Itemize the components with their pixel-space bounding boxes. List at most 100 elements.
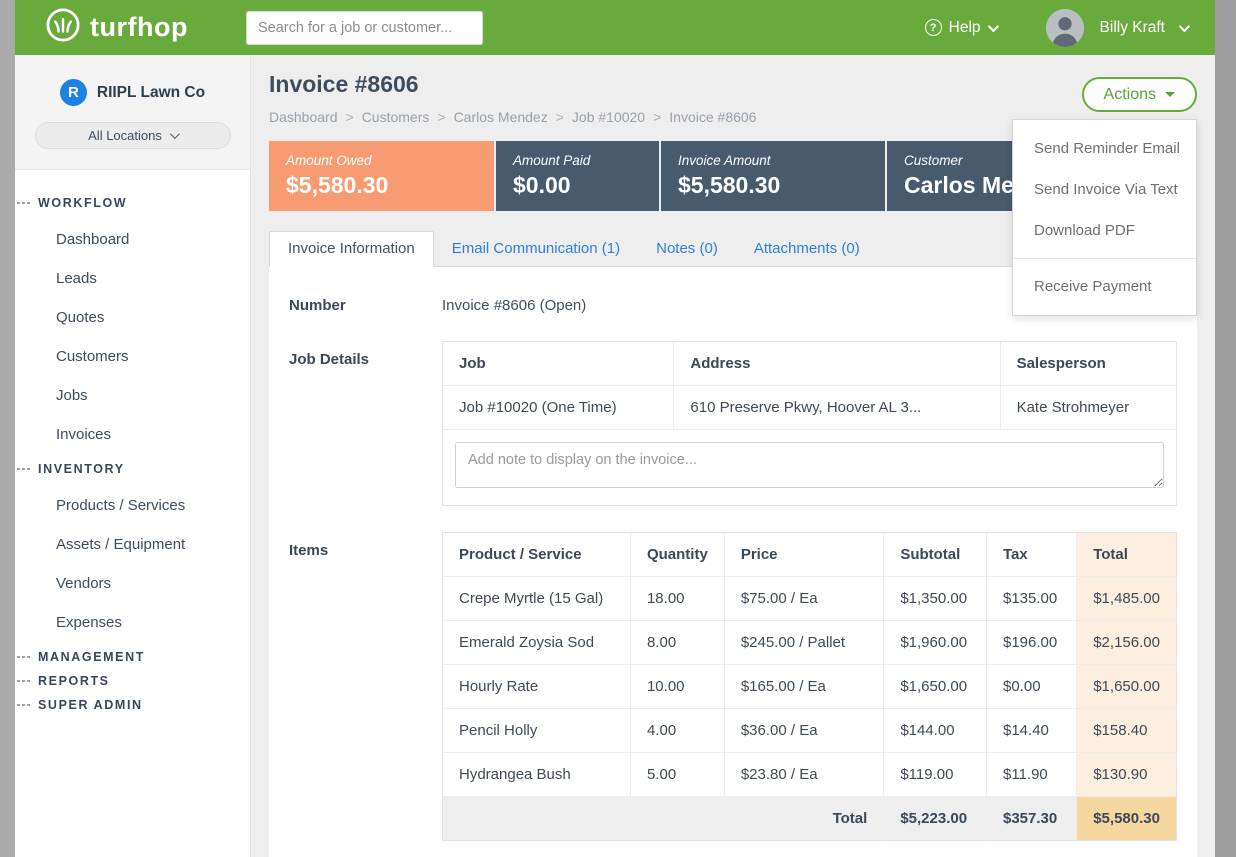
tab-bar: Invoice Information Email Communication … <box>269 231 1197 267</box>
menu-item-send-reminder-email[interactable]: Send Reminder Email <box>1034 140 1180 157</box>
sidebar-item-jobs[interactable]: Jobs <box>56 387 88 404</box>
total-col-header: Total <box>1076 532 1177 577</box>
price-col-header: Price <box>723 532 884 577</box>
help-icon <box>924 19 942 36</box>
sidebar-section-management[interactable]: MANAGEMENT <box>15 650 250 664</box>
job-row: Job #10020 (One Time) 610 Preserve Pkwy,… <box>443 385 1176 430</box>
sidebar-item-assets-equipment[interactable]: Assets / Equipment <box>56 536 186 553</box>
breadcrumb-job[interactable]: Job #10020 <box>571 109 646 125</box>
sidebar-nav: WORKFLOW Dashboard Leads Quotes Customer… <box>15 170 250 712</box>
menu-item-send-invoice-via-text[interactable]: Send Invoice Via Text <box>1034 181 1178 198</box>
item-row: Pencil Holly 4.00 $36.00 / Ea $144.00 $1… <box>442 708 1177 753</box>
sidebar-item-quotes[interactable]: Quotes <box>56 309 105 326</box>
actions-dropdown-menu: Send Reminder Email Send Invoice Via Tex… <box>1012 119 1197 316</box>
breadcrumb-customer-name[interactable]: Carlos Mendez <box>453 109 548 125</box>
company-row[interactable]: R RIIPL Lawn Co <box>33 79 232 106</box>
location-filter-dropdown[interactable]: All Locations <box>34 122 231 149</box>
breadcrumb-separator: > <box>345 109 354 125</box>
page: turfhop Help Billy Kraft <box>15 0 1215 857</box>
sidebar-item-products-services[interactable]: Products / Services <box>56 497 186 514</box>
help-menu[interactable]: Help <box>924 18 999 37</box>
job-details-box: Job Address Salesperson Job #10020 (One … <box>442 341 1177 506</box>
job-details-table: Job Address Salesperson Job #10020 (One … <box>443 342 1176 430</box>
breadcrumb-customers[interactable]: Customers <box>361 109 430 125</box>
menu-item-download-pdf[interactable]: Download PDF <box>1034 222 1135 239</box>
location-filter-label: All Locations <box>88 128 162 143</box>
number-label: Number <box>289 297 346 314</box>
window-edge-right <box>1215 0 1236 857</box>
job-details-label: Job Details <box>289 351 370 368</box>
main-content: Invoice #8606 Dashboard > Customers > Ca… <box>251 55 1215 857</box>
invoice-number-value: Invoice #8606 (Open) <box>442 297 587 314</box>
chevron-down-icon <box>987 20 999 32</box>
help-label: Help <box>948 18 981 36</box>
chevron-down-icon[interactable] <box>1178 20 1191 32</box>
breadcrumb-dashboard[interactable]: Dashboard <box>269 109 338 125</box>
sidebar-item-expenses[interactable]: Expenses <box>56 614 122 631</box>
items-subtotal-value: $5,223.00 <box>883 796 987 841</box>
menu-item-receive-payment[interactable]: Receive Payment <box>1034 278 1152 295</box>
tab-email-communication[interactable]: Email Communication (1) <box>451 240 621 257</box>
address-cell: 610 Preserve Pkwy, Hoover AL 3... <box>673 385 1001 430</box>
item-row: Hourly Rate 10.00 $165.00 / Ea $1,650.00… <box>442 664 1177 709</box>
navbar-right: Help Billy Kraft <box>924 8 1191 47</box>
sidebar-item-invoices[interactable]: Invoices <box>56 426 112 443</box>
sidebar-item-dashboard[interactable]: Dashboard <box>56 231 130 248</box>
dashes-icon <box>17 656 30 658</box>
items-label: Items <box>289 542 329 559</box>
window-edge-left <box>0 0 15 857</box>
subtotal-col-header: Subtotal <box>883 532 987 577</box>
breadcrumb-separator: > <box>437 109 446 125</box>
brand-wordmark: turfhop <box>90 12 188 42</box>
top-navbar: turfhop Help Billy Kraft <box>15 0 1215 55</box>
item-row: Emerald Zoysia Sod 8.00 $245.00 / Pallet… <box>442 620 1177 665</box>
sidebar-section-super-admin[interactable]: SUPER ADMIN <box>15 698 250 712</box>
stat-invoice-amount: Invoice Amount $5,580.30 <box>661 141 885 211</box>
items-total-value: $5,580.30 <box>1076 796 1177 841</box>
user-name[interactable]: Billy Kraft <box>1099 18 1165 36</box>
sidebar-header: R RIIPL Lawn Co All Locations <box>15 55 250 170</box>
items-total-row: Total $5,223.00 $357.30 $5,580.30 <box>442 796 1177 841</box>
actions-button[interactable]: Actions <box>1081 77 1197 112</box>
turfhop-grass-icon <box>45 7 81 48</box>
salesperson-cell: Kate Strohmeyer <box>999 385 1176 430</box>
stat-amount-paid: Amount Paid $0.00 <box>496 141 659 211</box>
job-cell: Job #10020 (One Time) <box>443 385 674 430</box>
breadcrumb-separator: > <box>653 109 662 125</box>
company-badge: R <box>59 79 87 106</box>
address-col-header: Address <box>673 342 1001 386</box>
company-name: RIIPL Lawn Co <box>96 83 206 101</box>
search-input[interactable] <box>245 10 483 45</box>
salesperson-col-header: Salesperson <box>999 342 1176 386</box>
invoice-note-input[interactable] <box>455 442 1164 488</box>
chevron-down-icon <box>169 129 180 140</box>
breadcrumb: Dashboard > Customers > Carlos Mendez > … <box>269 109 756 125</box>
sidebar-item-customers[interactable]: Customers <box>56 348 129 365</box>
avatar[interactable] <box>1045 8 1084 47</box>
items-total-label: Total <box>442 796 884 841</box>
dashes-icon <box>17 680 30 682</box>
sidebar: R RIIPL Lawn Co All Locations WORKFLOW D… <box>15 55 251 857</box>
sidebar-section-inventory[interactable]: INVENTORY <box>15 462 250 476</box>
page-title: Invoice #8606 <box>269 71 419 97</box>
invoice-information-panel: Number Invoice #8606 (Open) Invoice Date… <box>269 267 1197 857</box>
tax-col-header: Tax <box>985 532 1077 577</box>
sidebar-section-workflow[interactable]: WORKFLOW <box>15 196 250 210</box>
quantity-col-header: Quantity <box>629 532 725 577</box>
brand-logo[interactable]: turfhop <box>45 7 188 48</box>
job-col-header: Job <box>443 342 674 386</box>
caret-down-icon <box>1165 92 1175 97</box>
tab-attachments[interactable]: Attachments (0) <box>753 240 860 257</box>
sidebar-item-leads[interactable]: Leads <box>56 270 97 287</box>
sidebar-section-reports[interactable]: REPORTS <box>15 674 250 688</box>
dashes-icon <box>17 704 30 706</box>
menu-divider <box>1013 258 1196 259</box>
sidebar-item-vendors[interactable]: Vendors <box>56 575 112 592</box>
item-row: Hydrangea Bush 5.00 $23.80 / Ea $119.00 … <box>442 752 1177 797</box>
breadcrumb-invoice[interactable]: Invoice #8606 <box>669 109 757 125</box>
tab-notes[interactable]: Notes (0) <box>656 240 718 257</box>
items-tax-value: $357.30 <box>985 796 1077 841</box>
page-header: Invoice #8606 Dashboard > Customers > Ca… <box>269 71 1197 125</box>
tab-invoice-information[interactable]: Invoice Information <box>269 231 434 267</box>
